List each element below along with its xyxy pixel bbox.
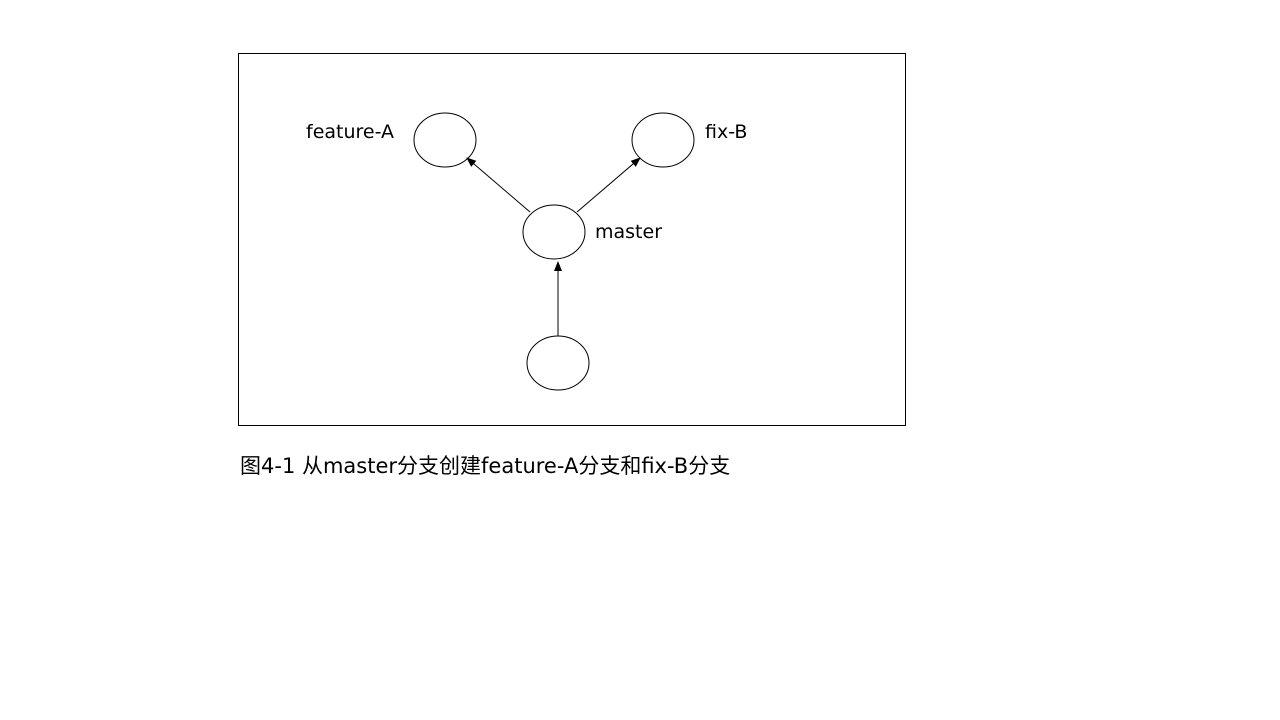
commit-node-feature-a [413,112,477,168]
commit-node-master [522,204,586,260]
arrow-master-to-feature-a [466,157,531,213]
label-master: master [595,221,662,243]
label-feature-a: feature-A [306,121,394,143]
diagram-frame [238,53,906,426]
commit-node-fix-b [631,112,695,168]
figure-caption: 图4-1 从master分支创建feature-A分支和fix-B分支 [240,454,731,478]
label-fix-b: fix-B [705,121,747,143]
arrow-master-to-fix-b [576,157,641,213]
commit-node-root [526,335,590,391]
